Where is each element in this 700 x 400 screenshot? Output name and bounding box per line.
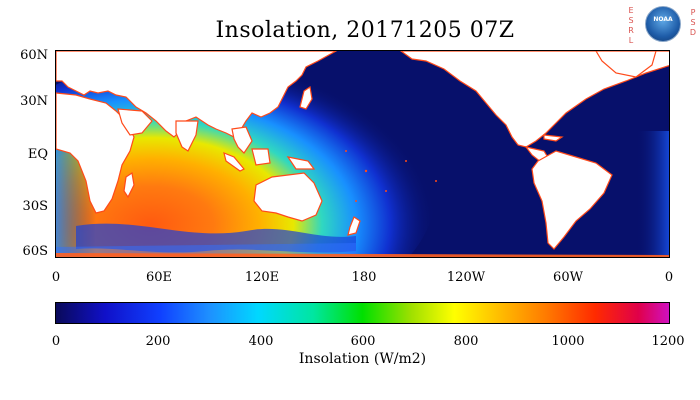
eurasia — [56, 51, 338, 138]
colorbar-tick-400: 400 — [248, 334, 274, 349]
sumatra — [223, 152, 245, 172]
noaa-logo-icon: NOAA — [645, 6, 681, 42]
colorbar-title: Insolation (W/m2) — [298, 351, 427, 367]
landmasses — [56, 51, 669, 257]
india — [175, 120, 199, 152]
colorbar — [55, 302, 670, 324]
page-title: Insolation, 20171205 07Z — [215, 18, 515, 43]
cuba — [543, 134, 564, 142]
colorbar-tick-1200: 1200 — [651, 334, 685, 349]
lat-label-eq: EQ — [27, 147, 48, 162]
lon-label-120w: 120W — [446, 270, 486, 285]
lon-label-120e: 120E — [244, 270, 280, 285]
arabia — [117, 108, 153, 136]
lon-label-60w: 60W — [553, 270, 583, 285]
japan — [299, 85, 313, 110]
lon-label-0-east: 0 — [664, 270, 674, 285]
colorbar-tick-1000: 1000 — [551, 334, 585, 349]
lat-label-60s: 60S — [22, 244, 48, 259]
insolation-map — [55, 50, 670, 258]
indochina — [231, 126, 253, 154]
lon-label-180: 180 — [351, 270, 377, 285]
madagascar — [123, 171, 135, 199]
lat-label-60n: 60N — [20, 48, 48, 63]
daylight-east-edge — [636, 131, 669, 257]
antarctica — [56, 253, 669, 257]
colorbar-tick-200: 200 — [145, 334, 171, 349]
new-guinea — [286, 156, 316, 170]
greenland — [595, 51, 657, 78]
pacific-islands — [345, 150, 437, 202]
colorbar-tick-800: 800 — [453, 334, 479, 349]
noaa-badge-text: NOAA — [653, 16, 673, 23]
map-canvas — [56, 51, 669, 257]
lat-label-30n: 30N — [20, 94, 48, 109]
australia — [253, 172, 323, 222]
africa — [56, 92, 135, 214]
borneo — [251, 148, 271, 166]
lon-label-0: 0 — [51, 270, 61, 285]
colorbar-tick-0: 0 — [51, 334, 61, 349]
colorbar-tick-600: 600 — [350, 334, 376, 349]
lon-label-60e: 60E — [145, 270, 173, 285]
south-america — [531, 150, 613, 250]
lat-label-30s: 30S — [22, 199, 48, 214]
new-zealand — [347, 216, 361, 236]
